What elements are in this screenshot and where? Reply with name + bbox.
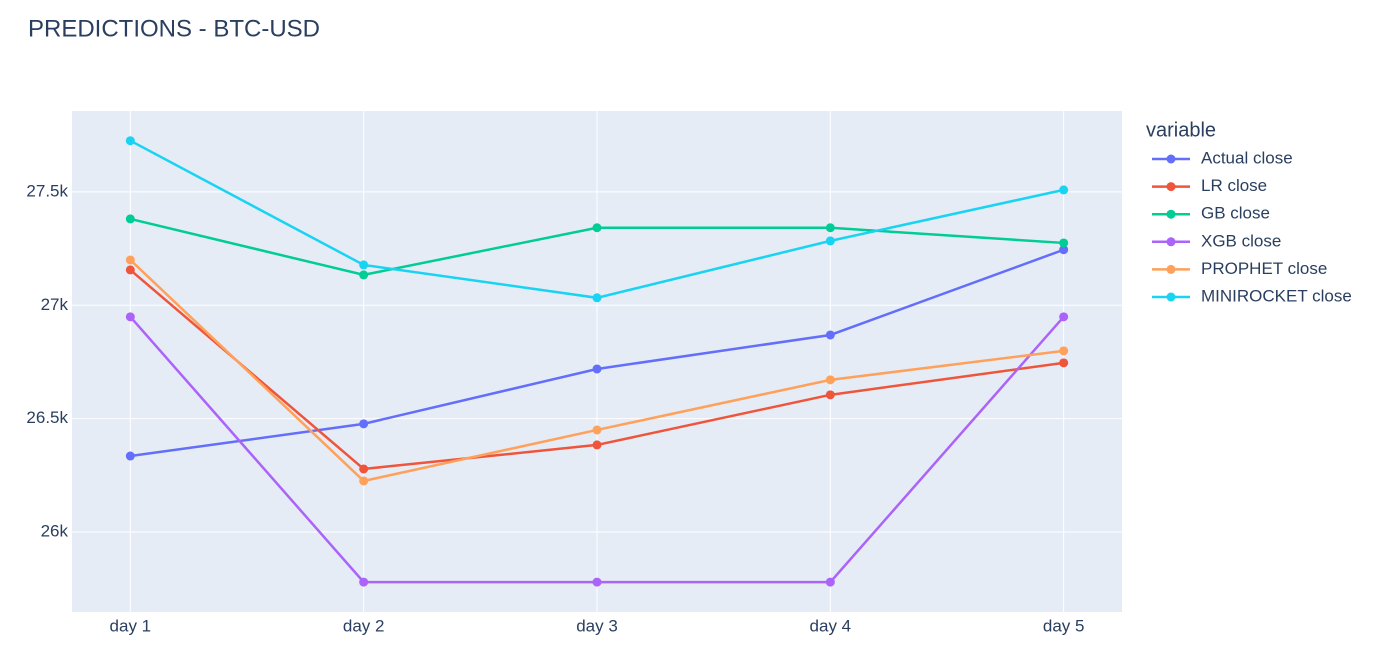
legend-label[interactable]: Actual close (1201, 148, 1293, 167)
x-tick-label: day 3 (576, 616, 618, 635)
chart-title: PREDICTIONS - BTC-USD (28, 15, 320, 42)
marker (125, 265, 135, 275)
marker (359, 419, 369, 429)
marker (592, 293, 602, 303)
marker (359, 577, 369, 587)
marker (359, 476, 369, 486)
legend-marker (1166, 182, 1176, 192)
legend-label[interactable]: GB close (1201, 204, 1270, 223)
marker (359, 464, 369, 474)
marker (1059, 312, 1069, 322)
marker (592, 364, 602, 374)
marker (825, 390, 835, 400)
marker (125, 214, 135, 224)
marker (125, 136, 135, 146)
marker (825, 236, 835, 246)
marker (125, 312, 135, 322)
marker (359, 260, 369, 270)
legend-label[interactable]: PROPHET close (1201, 259, 1327, 278)
legend-marker (1166, 292, 1176, 302)
x-tick-label: day 4 (810, 616, 852, 635)
marker (1059, 238, 1069, 248)
legend-label[interactable]: MINIROCKET close (1201, 286, 1352, 305)
marker (125, 255, 135, 265)
x-tick-label: day 2 (343, 616, 385, 635)
marker (1059, 358, 1069, 368)
marker (592, 440, 602, 450)
legend-label[interactable]: LR close (1201, 176, 1267, 195)
marker (1059, 245, 1069, 255)
y-tick-label: 27k (41, 295, 69, 314)
x-tick-label: day 5 (1043, 616, 1085, 635)
legend-title: variable (1146, 119, 1216, 141)
legend-marker (1166, 154, 1176, 164)
marker (1059, 346, 1069, 356)
legend-marker (1166, 237, 1176, 247)
y-tick-label: 26k (41, 521, 69, 540)
marker (825, 330, 835, 340)
marker (592, 223, 602, 233)
y-tick-label: 27.5k (26, 181, 68, 200)
y-tick-label: 26.5k (26, 408, 68, 427)
marker (825, 223, 835, 233)
marker (592, 425, 602, 435)
x-tick-label: day 1 (110, 616, 152, 635)
marker (1059, 185, 1069, 195)
legend-marker (1166, 209, 1176, 219)
marker (592, 577, 602, 587)
marker (125, 451, 135, 461)
legend-marker (1166, 264, 1176, 274)
marker (825, 577, 835, 587)
marker (825, 375, 835, 385)
marker (359, 270, 369, 280)
legend-label[interactable]: XGB close (1201, 231, 1281, 250)
